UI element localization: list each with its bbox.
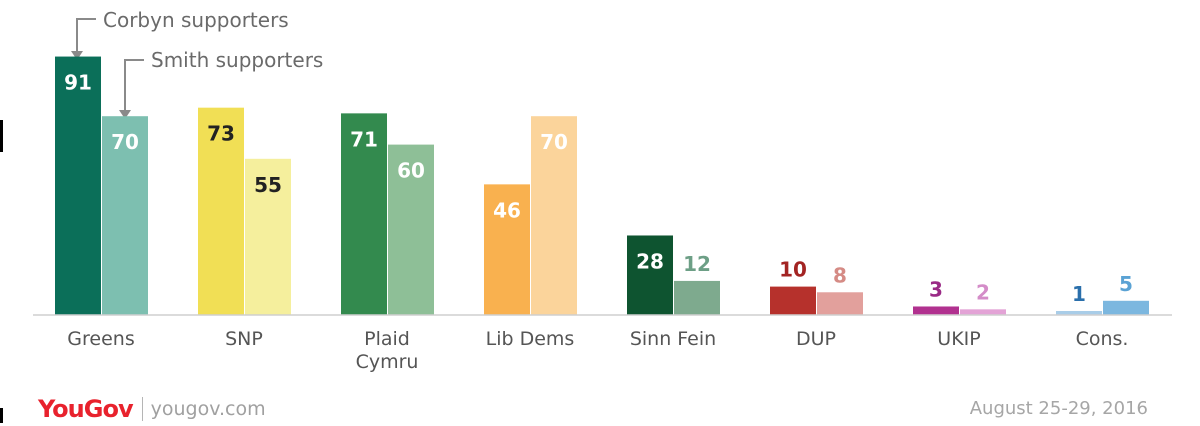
- legend-pointer-smith: [124, 59, 144, 116]
- bar-smith: [102, 116, 148, 315]
- legend: Corbyn supporters Smith supporters: [71, 8, 323, 119]
- footer-divider: [141, 397, 143, 421]
- value-label-smith: 5: [1119, 272, 1133, 296]
- site-url: yougov.com: [150, 398, 266, 420]
- bar-smith: [1103, 300, 1149, 315]
- value-label-smith: 70: [540, 130, 568, 154]
- legend-label-corbyn: Corbyn supporters: [103, 8, 289, 32]
- value-label-corbyn: 10: [779, 258, 807, 282]
- bar-corbyn: [1056, 311, 1102, 315]
- bar-smith: [245, 158, 291, 315]
- value-label-corbyn: 28: [636, 249, 664, 273]
- value-label-corbyn: 71: [350, 127, 378, 151]
- legend-arrowhead-smith: [119, 110, 131, 119]
- edge-marker: [0, 120, 3, 152]
- edge-marker: [0, 408, 3, 423]
- bar-corbyn: [341, 113, 387, 315]
- value-label-corbyn: 3: [929, 277, 943, 301]
- footer-branding: YouGov yougov.com: [38, 392, 266, 426]
- value-label-corbyn: 91: [64, 71, 92, 95]
- bar-corbyn: [484, 184, 530, 315]
- bar-smith: [388, 144, 434, 315]
- bar-smith: [817, 292, 863, 315]
- category-label: Greens: [67, 328, 134, 350]
- bar-corbyn: [913, 306, 959, 315]
- value-label-corbyn: 73: [207, 122, 235, 146]
- chart-canvas: Corbyn supporters Smith supporters 91 70 7…: [33, 8, 1172, 373]
- bars-group: 91 70 73 55 71 60 46 70 28 12 10 8 3 2 1 5: [55, 56, 1149, 316]
- value-label-corbyn: 1: [1072, 282, 1086, 306]
- legend-arrowhead-corbyn: [71, 51, 83, 60]
- category-label: Sinn Fein: [630, 328, 716, 350]
- survey-date: August 25-29, 2016: [969, 398, 1148, 419]
- bar-smith: [960, 309, 1006, 315]
- bar-corbyn: [198, 107, 244, 316]
- value-label-smith: 70: [111, 130, 139, 154]
- category-label: Plaid: [364, 328, 410, 350]
- value-label-smith: 8: [833, 263, 847, 287]
- bar-corbyn: [627, 235, 673, 315]
- value-label-smith: 60: [397, 159, 425, 183]
- bar-smith: [674, 280, 720, 315]
- value-label-smith: 2: [976, 280, 990, 304]
- category-label: Lib Dems: [486, 328, 575, 350]
- category-label: Cymru: [356, 351, 419, 373]
- value-label-smith: 55: [254, 173, 282, 197]
- yougov-logo: YouGov: [38, 395, 134, 423]
- category-label: DUP: [796, 328, 836, 350]
- value-label-corbyn: 46: [493, 198, 521, 222]
- bar-corbyn: [770, 286, 816, 315]
- legend-label-smith: Smith supporters: [151, 48, 323, 72]
- bar-corbyn: [55, 56, 101, 316]
- value-label-smith: 12: [683, 252, 711, 276]
- bar-smith: [531, 116, 577, 315]
- category-label: Cons.: [1076, 328, 1129, 350]
- category-label: UKIP: [937, 328, 980, 350]
- category-label: SNP: [225, 328, 263, 350]
- legend-pointer-corbyn: [76, 18, 96, 57]
